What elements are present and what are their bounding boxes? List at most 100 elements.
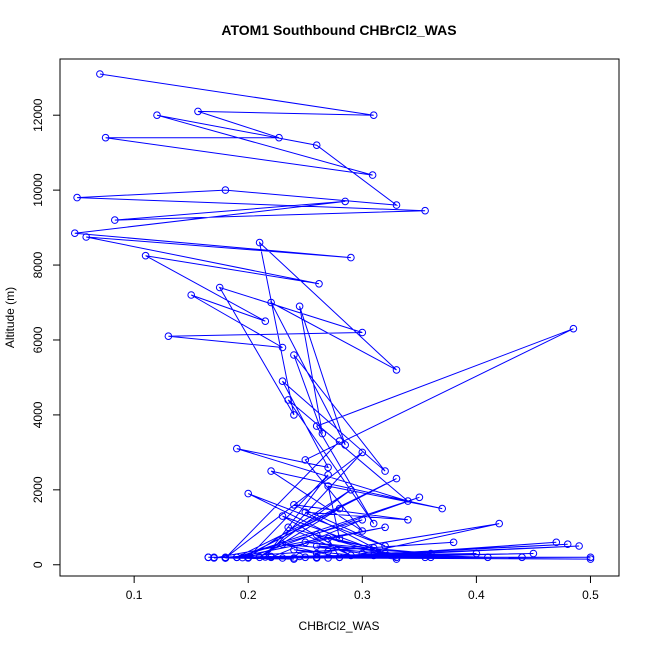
data-point: [392, 366, 401, 374]
data-point: [284, 523, 293, 532]
y-tick-label: 2000: [31, 476, 45, 503]
data-point: [495, 519, 504, 528]
y-tick-label: 4000: [31, 401, 45, 428]
data-point: [255, 553, 264, 562]
data-point: [261, 553, 270, 561]
data-point: [278, 377, 287, 386]
data-point: [552, 538, 561, 547]
data-point: [381, 523, 389, 532]
data-point: [392, 201, 401, 209]
y-tick-label: 8000: [31, 251, 45, 278]
data-point: [341, 197, 350, 206]
data-point: [529, 549, 538, 558]
x-tick-label: 0.1: [126, 588, 143, 602]
plot-frame: [59, 58, 620, 577]
data-point: [518, 553, 526, 562]
data-point: [284, 396, 293, 404]
data-point: [315, 280, 323, 288]
data-point: [267, 298, 275, 307]
data-point: [392, 555, 401, 563]
data-point: [295, 552, 304, 561]
data-point: [369, 544, 378, 552]
data-point: [101, 133, 110, 142]
data-point: [96, 70, 104, 78]
data-point: [335, 437, 344, 445]
data-point: [312, 531, 321, 539]
y-tick-label: 6000: [31, 326, 45, 353]
data-point: [335, 534, 344, 543]
data-point: [312, 422, 321, 430]
data-point: [301, 508, 310, 517]
data-point: [267, 552, 275, 561]
data-point: [347, 253, 355, 262]
data-point: [421, 553, 429, 562]
data-point: [449, 538, 458, 547]
data-point: [335, 553, 344, 562]
y-axis-label: Altitude (m): [3, 287, 17, 348]
data-point: [381, 467, 389, 475]
x-tick-label: 0.5: [582, 588, 599, 602]
data-point: [369, 519, 378, 528]
data-point: [255, 238, 264, 247]
data-point: [484, 553, 492, 562]
data-point: [278, 554, 287, 562]
data-point: [290, 351, 298, 359]
data-point: [187, 291, 195, 299]
data-point: [301, 538, 310, 547]
data-point: [295, 302, 304, 311]
data-point: [275, 133, 283, 142]
y-tick-label: 0: [31, 561, 45, 568]
data-point: [318, 429, 327, 438]
data-point: [438, 504, 447, 513]
y-tick-label: 10000: [31, 173, 45, 207]
data-point: [427, 553, 435, 562]
data-point: [244, 553, 252, 562]
data-point: [301, 553, 310, 562]
data-point: [415, 493, 424, 502]
data-point: [73, 193, 81, 202]
data-point: [324, 554, 332, 562]
data-point: [358, 549, 367, 558]
data-point: [563, 540, 572, 549]
data-point: [569, 324, 578, 333]
data-series: [71, 70, 595, 563]
data-point: [233, 553, 241, 562]
data-point: [358, 448, 367, 457]
series-line: [74, 73, 591, 560]
data-point: [210, 553, 218, 562]
data-point: [301, 456, 310, 464]
data-point: [111, 216, 119, 224]
data-point: [324, 534, 332, 543]
data-point: [141, 251, 150, 260]
chart-title: ATOM1 Southbound CHBrCl2_WAS: [221, 22, 456, 38]
data-point: [312, 549, 321, 558]
data-point: [312, 554, 321, 562]
x-axis-label: CHBrCl2_WAS: [299, 619, 380, 633]
data-point: [215, 283, 224, 292]
data-point: [421, 206, 429, 215]
data-point: [278, 343, 287, 352]
data-point: [358, 516, 367, 524]
data-point: [324, 463, 332, 472]
data-point: [164, 332, 173, 341]
data-point: [347, 551, 355, 560]
x-tick-label: 0.3: [354, 588, 371, 602]
data-point: [404, 516, 412, 524]
x-axis: 0.1 0.2 0.3 0.4 0.5: [126, 576, 599, 602]
data-point: [278, 540, 287, 549]
data-point: [221, 554, 230, 562]
x-tick-label: 0.2: [240, 588, 257, 602]
data-point: [290, 501, 298, 509]
data-point: [324, 482, 332, 490]
data-point: [358, 527, 367, 535]
data-point: [358, 328, 367, 337]
data-point: [586, 553, 595, 562]
data-point: [278, 512, 287, 520]
data-point: [392, 474, 401, 483]
data-point: [221, 186, 230, 194]
data-point: [290, 411, 298, 419]
data-point: [71, 229, 79, 237]
data-point: [153, 111, 161, 119]
data-point: [312, 542, 321, 550]
